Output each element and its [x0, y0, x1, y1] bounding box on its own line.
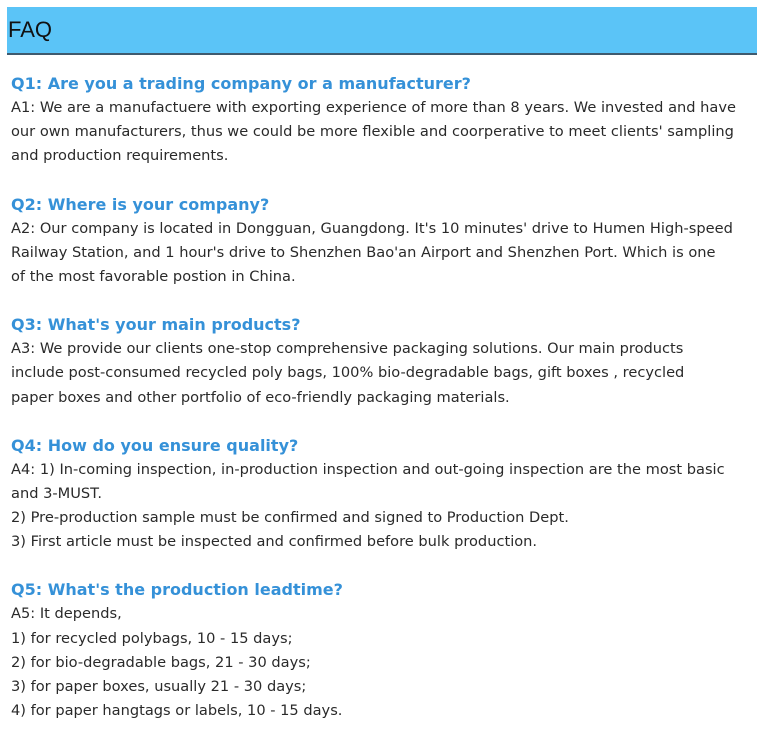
faq-item: Q2: Where is your company? A2: Our compan…: [11, 193, 761, 290]
faq-question: Q4: How do you ensure quality?: [11, 435, 299, 455]
faq-question: Q2: Where is your company?: [11, 194, 270, 214]
faq-answer-line: 2) Pre-production sample must be confirm…: [11, 509, 569, 527]
faq-item: Q4: How do you ensure quality? A4: 1) In-…: [11, 434, 761, 555]
faq-item: Q1: Are you a trading company or a manuf…: [11, 72, 761, 169]
faq-answer-line: A2: Our company is located in Dongguan, …: [11, 219, 733, 237]
faq-list: Q1: Are you a trading company or a manuf…: [11, 72, 761, 747]
faq-answer-line: 1) for recycled polybags, 10 - 15 days;: [11, 629, 293, 647]
faq-header: FAQ: [7, 7, 757, 55]
faq-answer-line: A4: 1) In-coming inspection, in-producti…: [11, 460, 725, 478]
faq-question: Q1: Are you a trading company or a manuf…: [11, 74, 471, 93]
faq-item: Q3: What's your main products? A3: We pro…: [11, 313, 761, 410]
faq-answer-line: A1: We are a manufactuere with exporting…: [11, 99, 736, 116]
faq-question: Q5: What's the production leadtime?: [11, 580, 343, 600]
faq-answer-line: 4) for paper hangtags or labels, 10 - 15…: [11, 702, 343, 720]
faq-answer-line: and 3-MUST.: [11, 484, 103, 502]
faq-answer-line: include post-consumed recycled poly bags…: [11, 364, 685, 382]
faq-item: Q5: What's the production leadtime? A5: I…: [11, 578, 761, 723]
faq-answer-line: paper boxes and other portfolio of eco-f…: [11, 388, 510, 406]
faq-answer-line: Railway Station, and 1 hour's drive to S…: [11, 243, 716, 261]
faq-answer-line: of the most favorable postion in China.: [11, 267, 296, 285]
faq-answer-line: 3) for paper boxes, usually 21 - 30 days…: [11, 678, 307, 695]
faq-answer-line: our own manufacturers, thus we could be …: [11, 123, 734, 141]
page-title: FAQ: [8, 17, 53, 42]
faq-answer-line: and production requirements.: [11, 147, 229, 165]
faq-answer-line: A3: We provide our clients one-stop comp…: [11, 340, 684, 358]
faq-answer-line: 2) for bio-degradable bags, 21 - 30 days…: [11, 653, 311, 671]
faq-answer-line: A5: It depends,: [11, 605, 122, 623]
faq-question: Q3: What's your main products?: [11, 315, 301, 335]
faq-answer-line: 3) First article must be inspected and c…: [11, 533, 538, 551]
